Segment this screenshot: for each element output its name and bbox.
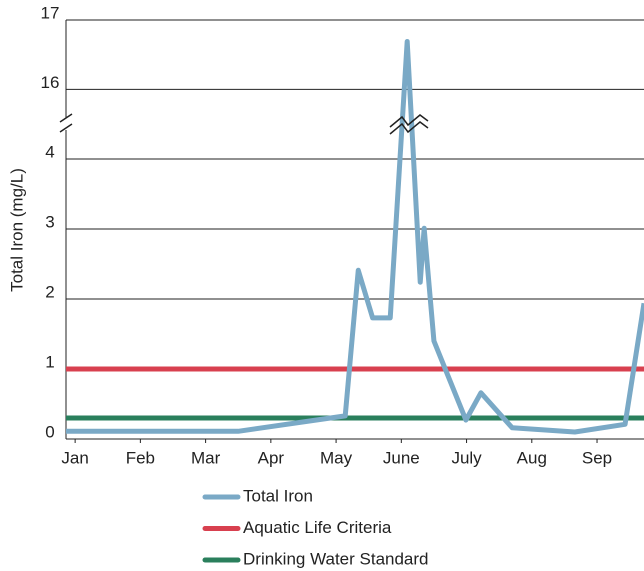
y-tick-label: 16 bbox=[41, 73, 60, 92]
y-tick-label: 1 bbox=[45, 352, 54, 371]
y-axis-label: Total Iron (mg/L) bbox=[7, 168, 26, 292]
x-tick-label: Feb bbox=[126, 448, 155, 467]
y-tick-label: 2 bbox=[45, 282, 54, 301]
y-tick-label: 4 bbox=[45, 142, 54, 161]
x-tick-label: June bbox=[383, 448, 420, 467]
y-tick-label: 17 bbox=[41, 3, 60, 22]
x-tick-label: July bbox=[451, 448, 482, 467]
axis-break bbox=[59, 113, 73, 133]
x-tick-label: Aug bbox=[517, 448, 547, 467]
x-tick-label: Mar bbox=[191, 448, 221, 467]
x-tick-label: Apr bbox=[258, 448, 285, 467]
x-tick-label: May bbox=[320, 448, 353, 467]
legend-label: Total Iron bbox=[243, 486, 313, 505]
series-line bbox=[66, 38, 644, 435]
line-break bbox=[389, 114, 429, 135]
x-tick-label: Sep bbox=[582, 448, 612, 467]
legend-label: Drinking Water Standard bbox=[243, 549, 429, 568]
x-tick-label: Jan bbox=[61, 448, 88, 467]
y-tick-label: 0 bbox=[45, 422, 54, 441]
legend-label: Aquatic Life Criteria bbox=[243, 518, 392, 537]
y-tick-label: 3 bbox=[45, 212, 54, 231]
